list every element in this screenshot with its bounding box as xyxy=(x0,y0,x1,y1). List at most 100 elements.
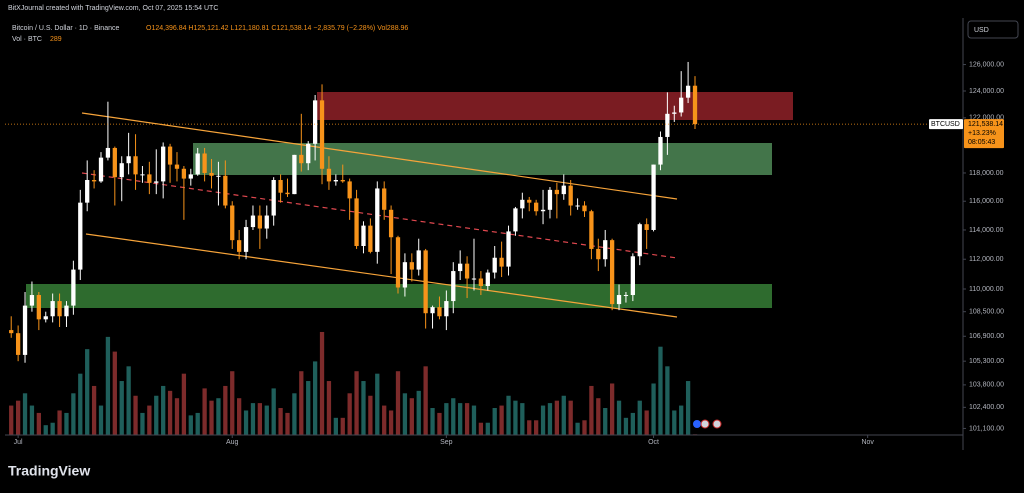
volume-bar xyxy=(306,381,311,435)
candle-body xyxy=(119,163,124,178)
volume-bar xyxy=(333,417,338,435)
volume-bar xyxy=(285,412,290,435)
candle-body xyxy=(430,307,435,314)
volume-bar xyxy=(623,417,629,435)
candle-body xyxy=(133,156,138,175)
candle-body xyxy=(623,295,629,297)
volume-bar xyxy=(658,346,663,435)
candle-body xyxy=(36,295,41,320)
volume-bar xyxy=(575,422,580,435)
y-tick-label: 110,000.00 xyxy=(969,286,1004,293)
volume-bar xyxy=(216,398,221,435)
candle-body xyxy=(312,100,318,144)
candle-body xyxy=(154,181,159,183)
candle-body xyxy=(609,240,615,305)
candle-body xyxy=(237,240,242,252)
candle-body xyxy=(409,262,414,270)
event-icon xyxy=(693,420,701,428)
candle-body xyxy=(388,209,394,238)
symbol-box xyxy=(929,119,963,130)
volume-bar xyxy=(147,405,152,435)
candle-body xyxy=(202,153,207,173)
x-tick-label: Aug xyxy=(226,439,239,446)
volume-bar xyxy=(430,408,435,435)
candle-body xyxy=(9,330,14,334)
volume-bar xyxy=(644,410,649,435)
volume-bar xyxy=(98,405,104,435)
volume-bar xyxy=(140,412,145,435)
volume-bar xyxy=(685,381,691,435)
candle-body xyxy=(630,256,635,296)
candle-body xyxy=(78,202,83,270)
volume-bar xyxy=(637,400,642,435)
candle-body xyxy=(22,305,28,355)
y-tick-label: 112,000.00 xyxy=(969,256,1004,263)
channel-mid xyxy=(81,172,678,259)
volume-bar xyxy=(616,400,622,435)
volume-bar xyxy=(36,412,41,435)
y-tick-label: 122,000.00 xyxy=(969,115,1004,122)
y-tick-label: 124,000.00 xyxy=(969,88,1004,95)
candle-body xyxy=(603,240,608,260)
volume-legend-value: 289 xyxy=(50,36,62,43)
volume-bar xyxy=(278,408,283,435)
volume-bar xyxy=(534,420,539,435)
candle-body xyxy=(513,208,518,232)
volume-bar xyxy=(195,412,200,435)
candle-body xyxy=(243,227,249,252)
candle-body xyxy=(264,215,269,229)
volume-bar xyxy=(561,395,566,435)
volume-bar xyxy=(547,403,553,435)
candle-body xyxy=(651,164,656,230)
candle-body xyxy=(57,301,62,317)
volume-bar xyxy=(250,403,256,435)
volume-bar xyxy=(485,422,490,435)
brand: TradingView xyxy=(8,463,90,479)
candle-body xyxy=(685,85,691,98)
volume-bar xyxy=(395,371,401,435)
candle-body xyxy=(306,143,311,164)
candle-body xyxy=(444,301,449,317)
candle-body xyxy=(589,211,594,249)
candle-body xyxy=(692,85,698,125)
volume-bar xyxy=(202,388,207,435)
candle-body xyxy=(85,179,90,203)
volume-bar xyxy=(540,405,546,435)
volume-bar xyxy=(188,415,193,435)
volume-bar xyxy=(264,405,269,435)
volume-bar xyxy=(679,405,684,435)
candle-body xyxy=(112,147,117,178)
volume-bar xyxy=(423,366,428,435)
candle-body xyxy=(568,185,573,206)
volume-bar xyxy=(85,349,90,435)
volume-bar xyxy=(347,393,352,435)
candle-body xyxy=(382,188,387,210)
volume-legend: Vol · BTC xyxy=(12,36,42,43)
volume-bar xyxy=(22,393,28,435)
volume-bar xyxy=(596,398,601,435)
candle-body xyxy=(188,174,193,179)
candle-body xyxy=(347,181,352,199)
candle-body xyxy=(561,185,566,195)
volume-bar xyxy=(458,403,463,435)
last-price-label: 121,538.14 xyxy=(968,121,1003,128)
volume-bar xyxy=(603,408,608,435)
candle-body xyxy=(361,225,366,246)
volume-bar xyxy=(78,373,83,435)
candle-body xyxy=(637,224,642,257)
volume-bar xyxy=(154,395,159,435)
candle-body xyxy=(147,174,152,183)
candle-body xyxy=(471,278,477,280)
candle-body xyxy=(416,250,421,270)
marks xyxy=(5,61,963,435)
candle-body xyxy=(319,100,325,169)
y-tick-label: 103,800.00 xyxy=(969,382,1004,389)
candle-body xyxy=(223,175,228,206)
candle-body xyxy=(485,272,490,287)
candle-body xyxy=(326,168,332,182)
candle-body xyxy=(582,205,587,212)
volume-bar xyxy=(43,425,48,435)
candle-body xyxy=(278,179,283,193)
candle-body xyxy=(672,112,677,114)
candle-body xyxy=(402,262,408,288)
